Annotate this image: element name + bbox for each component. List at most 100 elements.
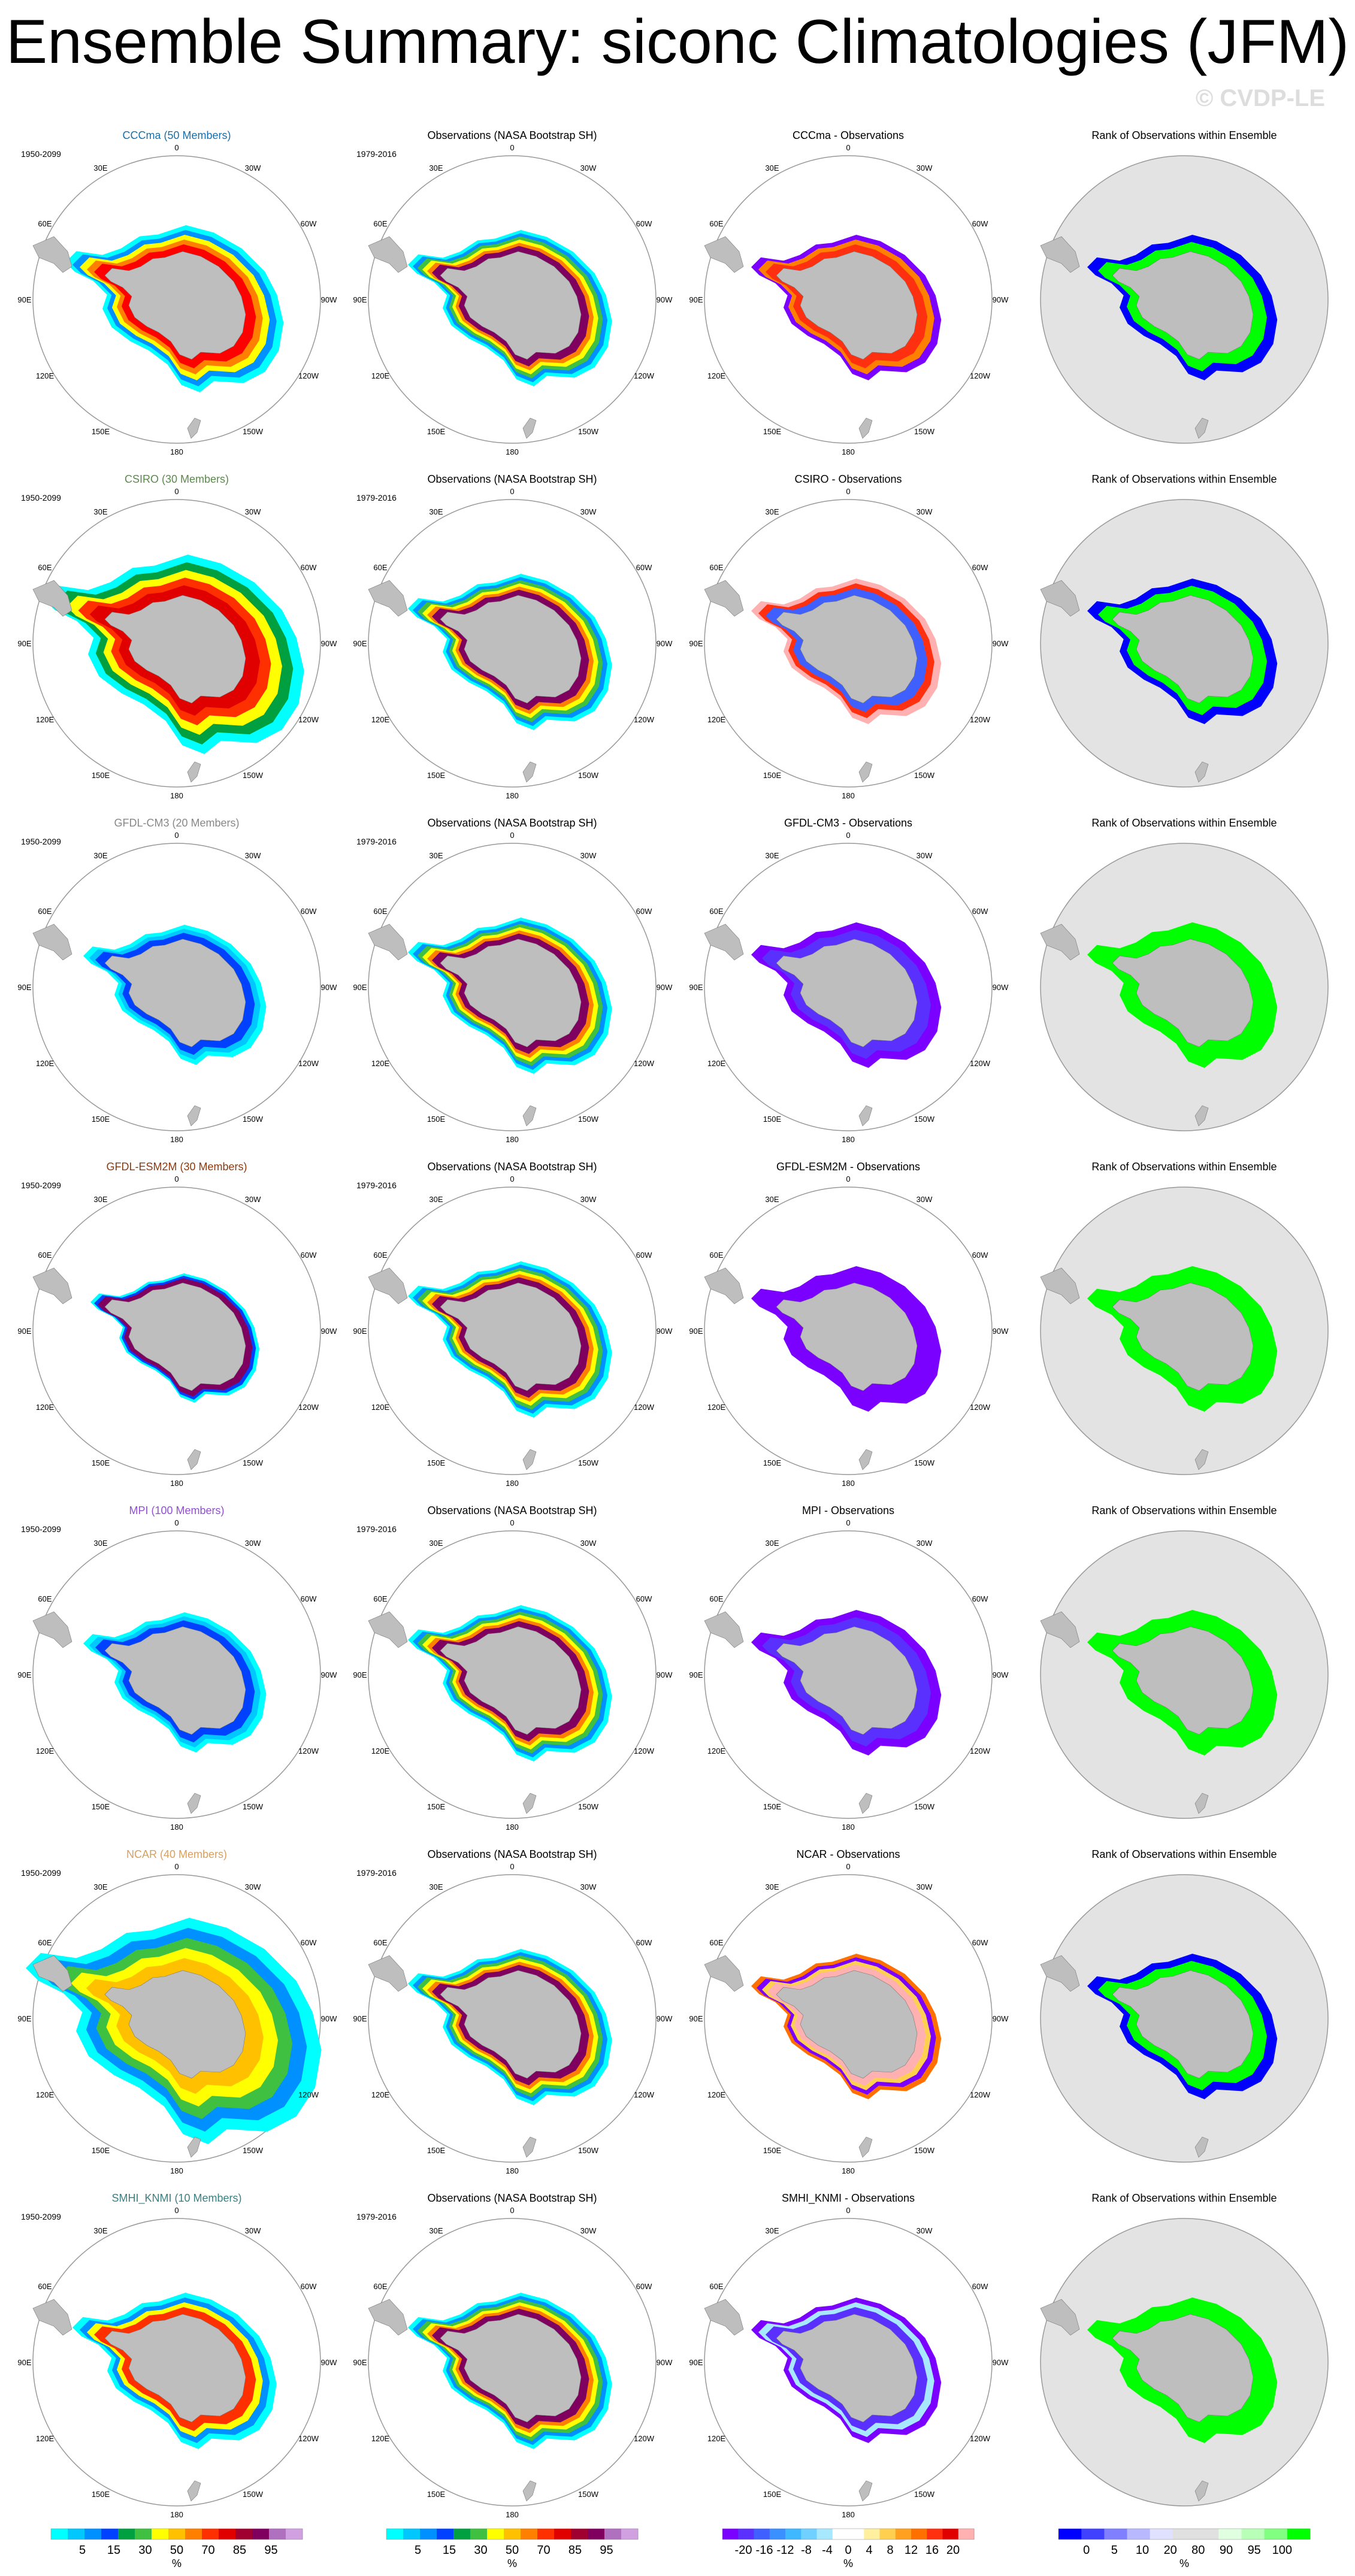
- longitude-label: 60E: [373, 563, 387, 572]
- longitude-label: 30W: [245, 1195, 261, 1204]
- new-zealand-landmass: [522, 417, 537, 439]
- panel-title: Rank of Observations within Ensemble: [1091, 817, 1277, 829]
- longitude-label: 180: [842, 2510, 855, 2519]
- new-zealand-landmass: [1194, 761, 1209, 783]
- longitude-label: 60W: [972, 2282, 988, 2291]
- longitude-label: 150W: [914, 427, 935, 436]
- longitude-label: 180: [842, 1479, 855, 1488]
- longitude-label: 60W: [301, 2282, 317, 2291]
- colorbar-swatch: [219, 2529, 236, 2539]
- colorbar-frame: [50, 2528, 303, 2540]
- colorbar-unit: %: [1179, 2557, 1189, 2569]
- south-america-landmass: [32, 924, 72, 961]
- map-panel-diff: [704, 1874, 993, 2163]
- longitude-label: 90E: [689, 1327, 703, 1336]
- longitude-label: 150E: [92, 427, 110, 436]
- colorbar-3: [722, 2528, 975, 2540]
- longitude-label: 150W: [243, 2490, 264, 2499]
- longitude-label: 30W: [580, 1882, 597, 1891]
- colorbar-swatch: [521, 2529, 538, 2539]
- south-america-landmass: [704, 1267, 744, 1304]
- antarctica-landmass: [440, 595, 582, 704]
- longitude-label: 120W: [634, 2434, 655, 2443]
- longitude-label: 30E: [765, 1539, 779, 1548]
- map-panel-diff: [704, 843, 993, 1131]
- longitude-label: 90W: [993, 639, 1009, 648]
- south-america-landmass: [32, 580, 72, 617]
- period-label: 1950-2099: [21, 493, 61, 503]
- longitude-label: 180: [170, 1823, 183, 1832]
- longitude-label: 180: [170, 447, 183, 456]
- longitude-label: 90E: [353, 1327, 367, 1336]
- colorbar-swatch: [1058, 2529, 1082, 2539]
- antarctica-landmass: [440, 251, 582, 360]
- antarctica-landmass: [776, 1626, 918, 1735]
- longitude-label: 180: [170, 791, 183, 800]
- longitude-label: 90E: [353, 983, 367, 992]
- longitude-label: 30W: [917, 851, 933, 860]
- longitude-label: 60W: [301, 907, 317, 916]
- longitude-label: 120W: [634, 715, 655, 724]
- south-america-landmass: [1040, 1611, 1080, 1648]
- panel-title: CSIRO (30 Members): [125, 473, 229, 485]
- new-zealand-landmass: [522, 1449, 537, 1470]
- longitude-label: 30W: [245, 1539, 261, 1548]
- map-panel-rank: [1040, 2218, 1329, 2507]
- longitude-label: 120E: [707, 2434, 726, 2443]
- longitude-label: 150E: [92, 1802, 110, 1811]
- longitude-label: 30W: [580, 2226, 597, 2235]
- longitude-label: 60W: [972, 1251, 988, 1260]
- longitude-label: 60E: [709, 1938, 723, 1947]
- colorbar-swatch: [1264, 2529, 1288, 2539]
- longitude-label: 180: [170, 1135, 183, 1144]
- longitude-label: 90W: [993, 983, 1009, 992]
- new-zealand-landmass: [1194, 1793, 1209, 1814]
- colorbar-tick-label: 85: [568, 2544, 582, 2557]
- longitude-label: 30E: [765, 1882, 779, 1891]
- longitude-label: 120W: [970, 1059, 991, 1068]
- longitude-label: 30E: [429, 1539, 443, 1548]
- longitude-label: 150W: [914, 1115, 935, 1124]
- antarctica-landmass: [104, 1970, 246, 2079]
- colorbar-tick-label: 16: [925, 2544, 939, 2557]
- longitude-label: 150W: [243, 427, 264, 436]
- longitude-label: 120E: [707, 371, 726, 380]
- longitude-label: 120E: [36, 2090, 55, 2099]
- colorbar-swatch: [1218, 2529, 1242, 2539]
- colorbar-swatch: [84, 2529, 102, 2539]
- colorbar-frame: [1058, 2528, 1311, 2540]
- longitude-label: 90E: [689, 295, 703, 304]
- longitude-label: 120E: [371, 2434, 390, 2443]
- panel-title: NCAR - Observations: [796, 1848, 900, 1860]
- antarctica-landmass: [1112, 939, 1254, 1048]
- colorbar-swatch: [202, 2529, 219, 2539]
- longitude-label: 60W: [972, 219, 988, 228]
- longitude-label: 90W: [657, 2358, 673, 2367]
- colorbar-swatch: [101, 2529, 119, 2539]
- longitude-label: 30W: [580, 1195, 597, 1204]
- colorbar-tick-label: 95: [1248, 2544, 1261, 2557]
- colorbar-swatch: [135, 2529, 152, 2539]
- period-label: 1979-2016: [356, 2212, 397, 2221]
- panel-title: Observations (NASA Bootstrap SH): [427, 2192, 597, 2204]
- watermark-label: © CVDP-LE: [1195, 85, 1325, 111]
- antarctica-landmass: [1112, 1970, 1254, 2079]
- colorbar-tick-label: 85: [233, 2544, 246, 2557]
- longitude-label: 90W: [321, 983, 337, 992]
- longitude-label: 120W: [298, 715, 319, 724]
- south-america-landmass: [704, 1955, 744, 1992]
- colorbar-tick-label: 20: [946, 2544, 960, 2557]
- antarctica-landmass: [776, 1282, 918, 1391]
- longitude-label: 120E: [36, 1059, 55, 1068]
- antarctica-landmass: [440, 1282, 582, 1391]
- colorbar-swatch: [504, 2529, 521, 2539]
- longitude-label: 90E: [689, 639, 703, 648]
- longitude-label: 30W: [580, 507, 597, 516]
- map-panel-model: [32, 499, 321, 788]
- colorbar-swatch: [816, 2529, 833, 2539]
- longitude-label: 150E: [92, 2146, 110, 2155]
- south-america-landmass: [1040, 1955, 1080, 1992]
- longitude-label: 30E: [765, 2226, 779, 2235]
- longitude-label: 90E: [353, 1670, 367, 1679]
